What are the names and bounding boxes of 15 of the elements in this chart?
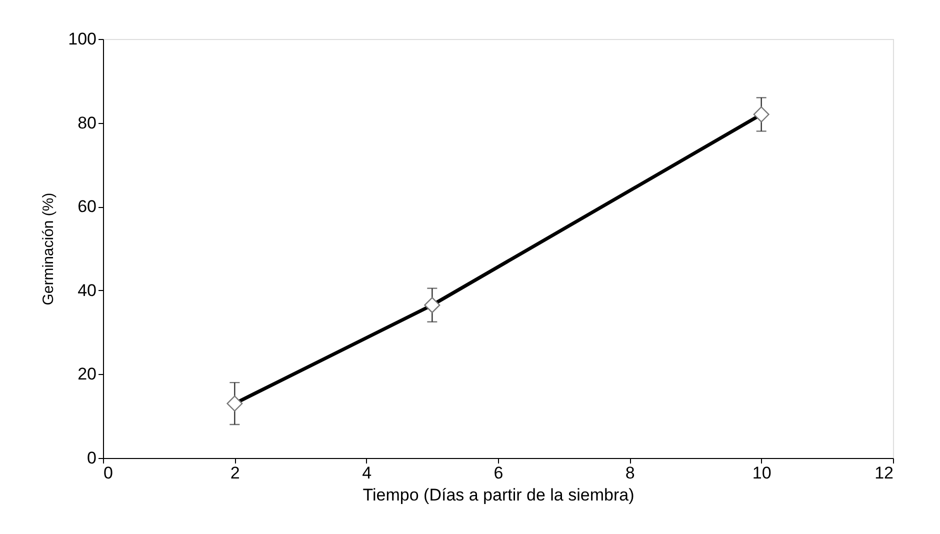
y-tick-label: 40	[78, 280, 96, 300]
y-tick-label: 20	[78, 364, 96, 384]
x-tick-label: 4	[362, 464, 372, 482]
y-tick-label: 0	[87, 448, 96, 468]
x-tick-label: 2	[230, 464, 240, 482]
x-tick-label: 12	[874, 464, 894, 482]
x-tick-label: 0	[104, 464, 113, 482]
x-tick-label: 8	[625, 464, 635, 482]
y-tick-label: 60	[78, 197, 96, 216]
y-tick-label: 80	[78, 113, 96, 132]
x-tick-label: 6	[494, 464, 504, 482]
x-axis-title: Tiempo (Días a partir de la siembra)	[362, 486, 634, 504]
y-tick-label: 100	[68, 30, 96, 48]
x-tick-label: 10	[752, 464, 772, 482]
y-axis-title: Germinación (%)	[40, 192, 58, 306]
